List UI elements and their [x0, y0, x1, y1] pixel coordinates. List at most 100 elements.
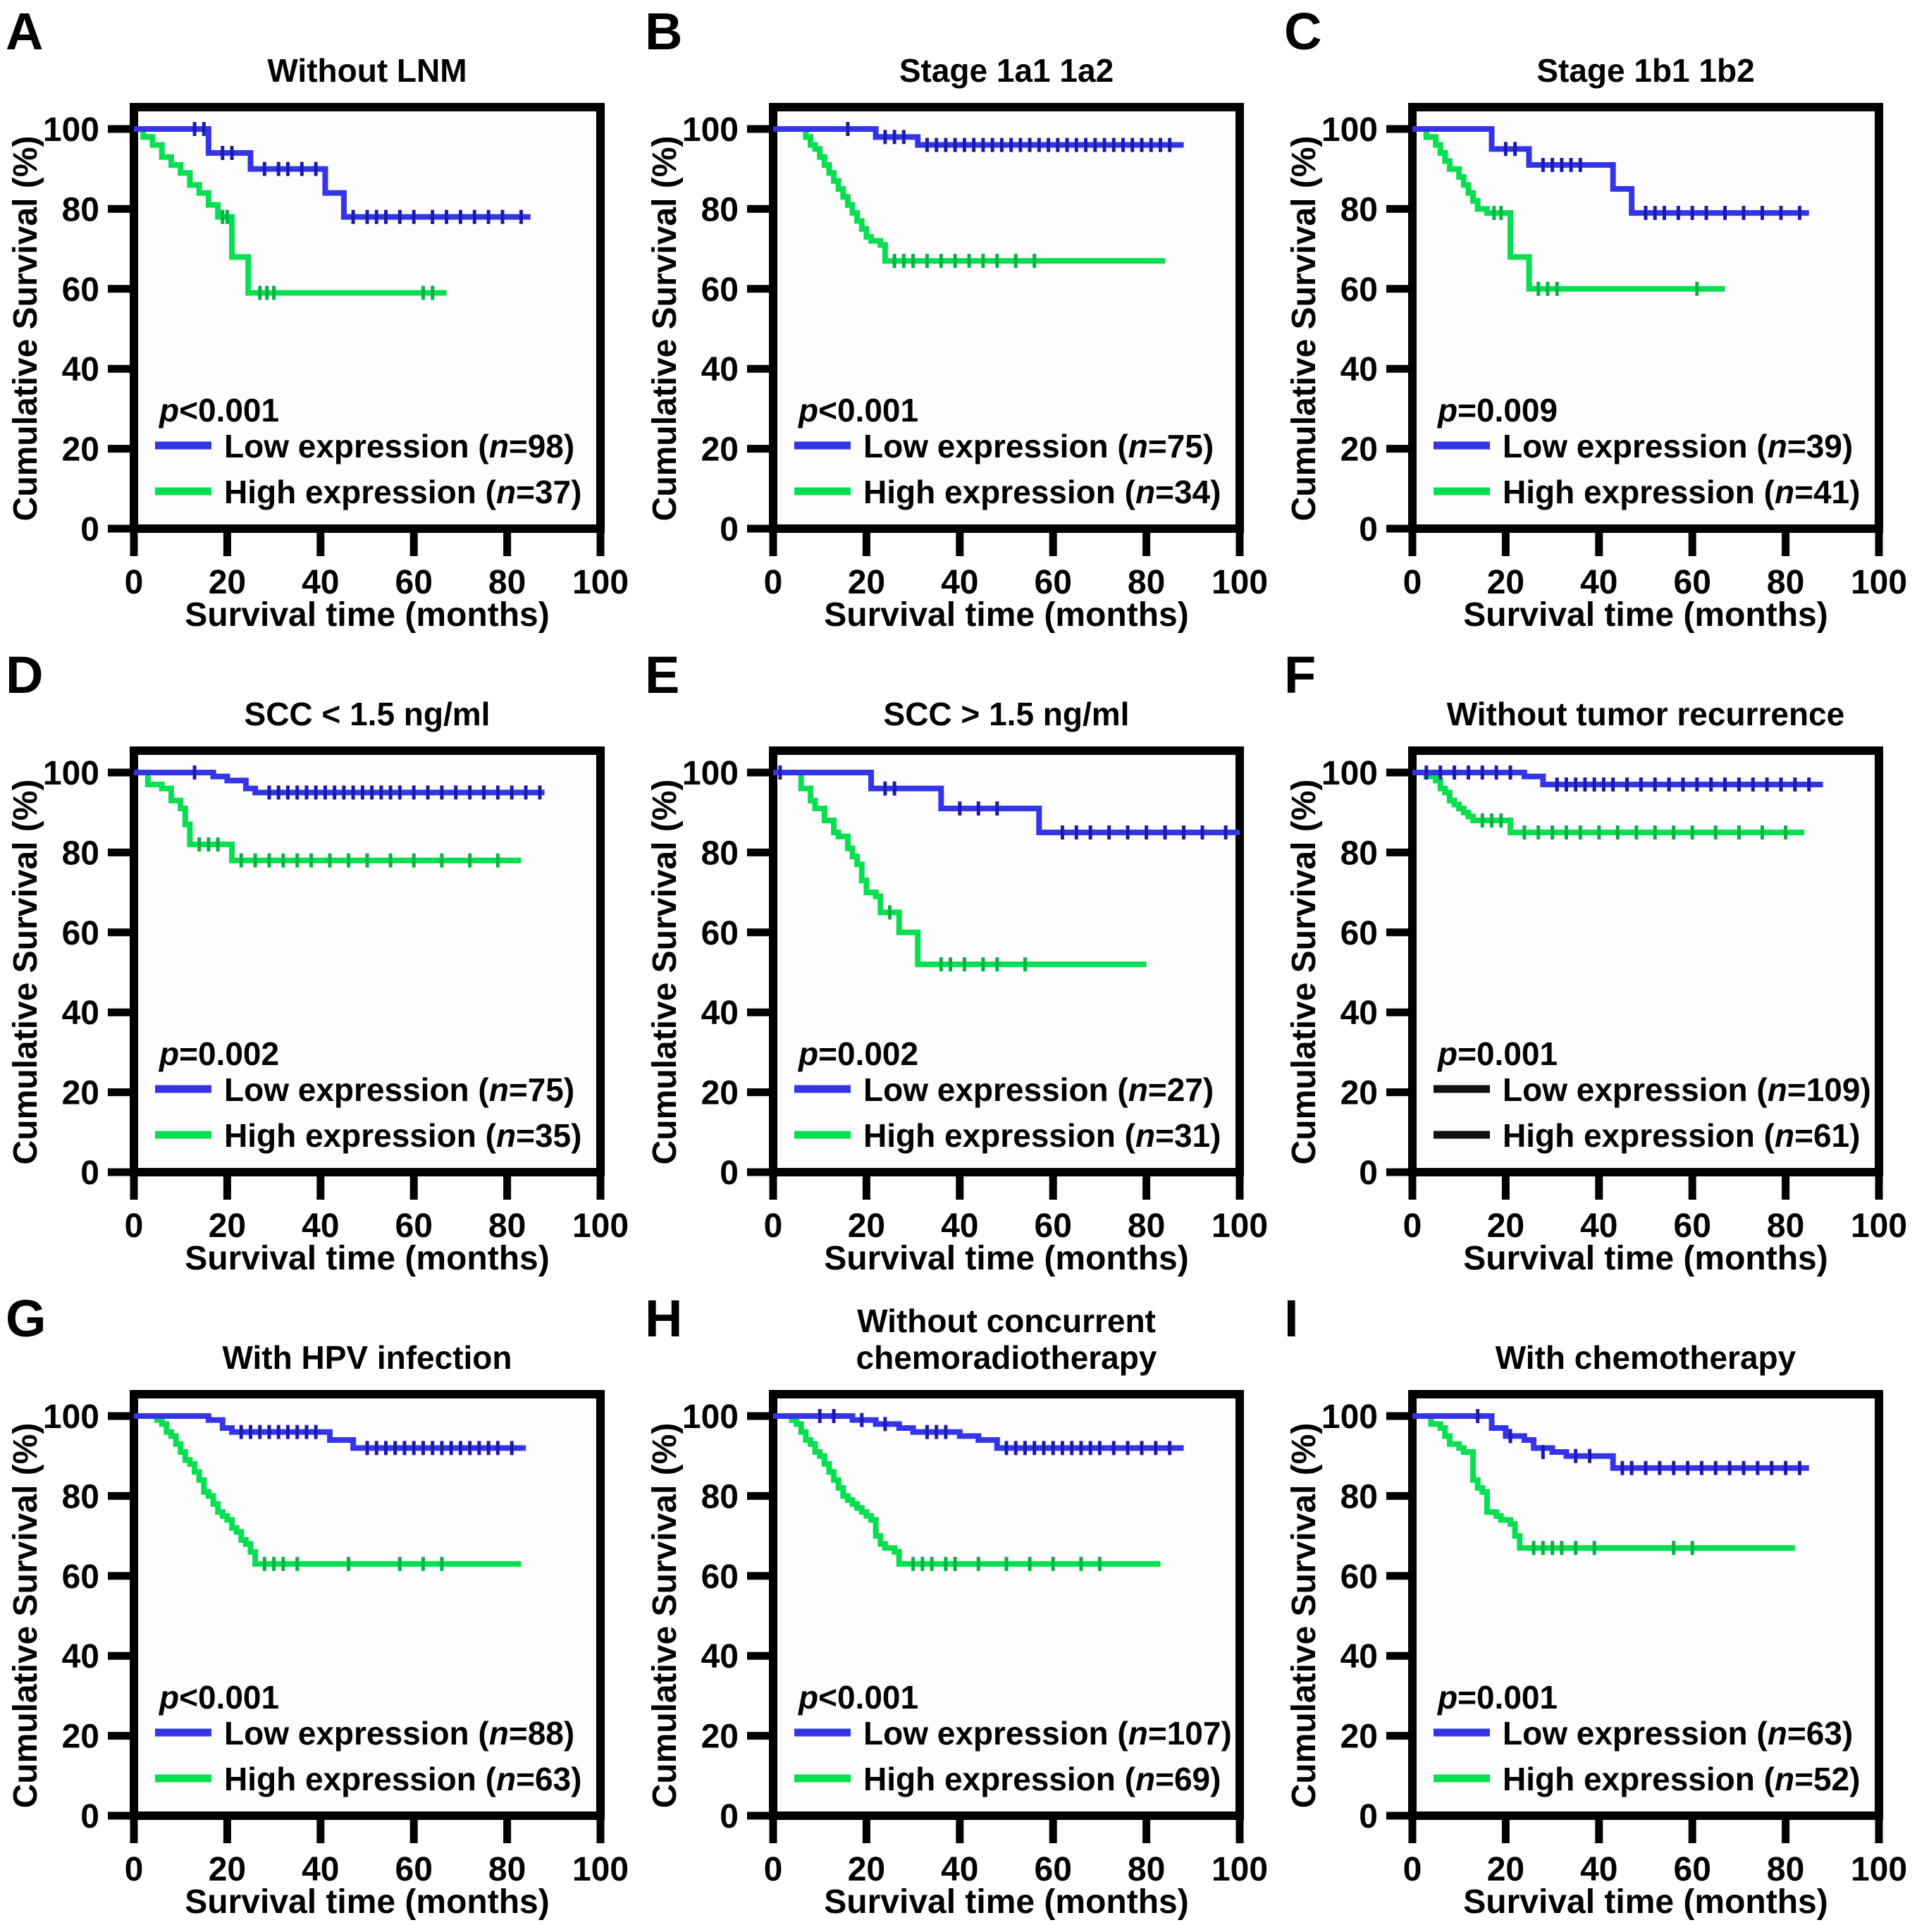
- y-tick-label: 40: [701, 995, 739, 1032]
- high-expression-curve: [773, 770, 1147, 968]
- x-tick-label: 20: [1487, 1851, 1524, 1888]
- panel-title: Without LNM: [267, 52, 467, 89]
- y-tick-label: 100: [1321, 111, 1378, 149]
- legend-label: High expression (n=35): [224, 1117, 581, 1154]
- x-axis: 0 20 40 60 80 100: [125, 1172, 629, 1245]
- p-value-label: p=0.009: [1436, 392, 1558, 429]
- x-axis-label: Survival time (months): [824, 1883, 1188, 1921]
- panel-h-chart: 0 20 40 60 80 100 0 20 40 60 80 100 Survival time (m…: [645, 1289, 1268, 1921]
- legend-label: Low expression (n=107): [863, 1715, 1232, 1752]
- panel-b-chart: 0 20 40 60 80 100 0 20 40 60 80 100 Survival time (m…: [645, 2, 1268, 634]
- legend: Low expression (n=88) High expression (n=…: [155, 1715, 581, 1797]
- y-tick-label: 60: [1340, 915, 1378, 952]
- x-tick-label: 100: [1851, 1851, 1907, 1888]
- x-axis: 0 20 40 60 80 100: [1403, 1172, 1907, 1245]
- x-tick-label: 80: [488, 1851, 526, 1888]
- low-expression-curve: [773, 1413, 1184, 1451]
- x-tick-label: 20: [848, 1851, 885, 1888]
- high-expression-curve: [773, 1413, 1161, 1567]
- y-axis-label: Cumulative Survival (%): [1286, 136, 1323, 522]
- y-tick-label: 100: [43, 1398, 99, 1436]
- x-tick-label: 100: [572, 564, 629, 601]
- panel-a-chart: 0 20 40 60 80 100 0 20 40 60 80 100 Survival time (m…: [6, 2, 629, 634]
- legend: Low expression (n=98) High expression (n=…: [155, 428, 581, 510]
- x-axis: 0 20 40 60 80 100: [764, 529, 1268, 601]
- y-tick-label: 60: [701, 271, 739, 309]
- plot-frame: [130, 103, 605, 533]
- y-tick-label: 80: [1340, 1478, 1378, 1515]
- x-tick-label: 80: [1767, 1851, 1804, 1888]
- y-axis-label: Cumulative Survival (%): [7, 136, 44, 522]
- panel-title: chemoradiotherapy: [856, 1339, 1157, 1376]
- y-tick-label: 20: [1340, 1718, 1378, 1756]
- legend-label: High expression (n=52): [1503, 1761, 1860, 1797]
- x-tick-label: 100: [1212, 1851, 1268, 1888]
- x-tick-label: 100: [1212, 1207, 1268, 1245]
- y-tick-label: 80: [1340, 835, 1378, 872]
- p-value-label: p=0.002: [797, 1035, 918, 1072]
- legend-label: High expression (n=69): [863, 1761, 1221, 1797]
- p-value-label: p<0.001: [797, 1679, 918, 1716]
- y-tick-label: 40: [1340, 1638, 1378, 1675]
- y-axis-label: Cumulative Survival (%): [1286, 780, 1323, 1165]
- legend-label: Low expression (n=27): [863, 1071, 1214, 1108]
- x-tick-label: 40: [302, 564, 339, 601]
- x-axis-label: Survival time (months): [824, 1240, 1188, 1277]
- x-tick-label: 40: [302, 1207, 339, 1245]
- x-tick-label: 60: [1674, 1851, 1711, 1888]
- legend-item-low: Low expression (n=75): [794, 428, 1214, 464]
- plot-frame: [769, 1390, 1244, 1820]
- legend: Low expression (n=27) High expression (n=…: [794, 1071, 1221, 1154]
- y-tick-label: 40: [1340, 995, 1378, 1032]
- panel-g-chart: 0 20 40 60 80 100 0 20 40 60 80 100 Survival time (m…: [6, 1289, 629, 1921]
- x-axis: 0 20 40 60 80 100: [1403, 529, 1907, 601]
- legend-label: Low expression (n=39): [1503, 428, 1853, 464]
- x-tick-label: 40: [941, 1851, 978, 1888]
- y-tick-label: 80: [62, 1478, 99, 1515]
- high-expression-curve: [1412, 1413, 1795, 1551]
- x-tick-label: 60: [1674, 1207, 1711, 1245]
- panel-g: 0 20 40 60 80 100 0 20 40 60 80 100 Survival time (m…: [0, 1287, 639, 1931]
- y-tick-label: 80: [701, 1478, 739, 1515]
- panel-letter: B: [645, 2, 682, 61]
- panel-letter: A: [6, 2, 43, 61]
- x-tick-label: 80: [1128, 1851, 1165, 1888]
- low-expression-curve: [773, 126, 1184, 148]
- legend: Low expression (n=75) High expression (n=…: [155, 1071, 581, 1154]
- censor-ticks-low: [239, 1425, 514, 1456]
- x-tick-label: 60: [1674, 564, 1711, 601]
- y-tick-label: 20: [701, 431, 739, 469]
- panel-letter: E: [645, 646, 679, 704]
- y-axis-label: Cumulative Survival (%): [646, 1423, 684, 1809]
- x-tick-label: 60: [1035, 564, 1072, 601]
- panel-i: 0 20 40 60 80 100 0 20 40 60 80 100 Survival time (m…: [1278, 1287, 1917, 1931]
- high-expression-curve: [773, 126, 1166, 264]
- legend-label: Low expression (n=98): [224, 428, 574, 464]
- plot-frame: [769, 746, 1244, 1176]
- x-tick-label: 40: [1580, 564, 1617, 601]
- legend: Low expression (n=107) High expression (n…: [794, 1715, 1232, 1797]
- x-tick-label: 100: [1851, 1207, 1907, 1245]
- panel-f: 0 20 40 60 80 100 0 20 40 60 80 100 Survival time (m…: [1278, 644, 1917, 1287]
- legend-label: High expression (n=41): [1503, 474, 1860, 510]
- x-axis-label: Survival time (months): [185, 1883, 549, 1921]
- x-tick-label: 80: [488, 564, 526, 601]
- x-tick-label: 0: [125, 1207, 144, 1245]
- x-axis-label: Survival time (months): [1463, 596, 1827, 634]
- panel-title: With HPV infection: [222, 1339, 512, 1376]
- x-axis: 0 20 40 60 80 100: [764, 1816, 1268, 1888]
- y-axis: 0 20 40 60 80 100: [1321, 111, 1412, 548]
- y-tick-label: 20: [1340, 431, 1378, 469]
- y-tick-label: 20: [701, 1718, 739, 1756]
- y-tick-label: 100: [682, 111, 739, 149]
- censor-ticks-high: [911, 1556, 1102, 1571]
- high-expression-curve: [134, 770, 522, 863]
- y-tick-label: 80: [62, 835, 99, 872]
- y-axis: 0 20 40 60 80 100: [682, 755, 773, 1192]
- legend-label: High expression (n=63): [224, 1761, 581, 1797]
- y-tick-label: 100: [43, 755, 99, 792]
- legend-label: Low expression (n=75): [224, 1071, 574, 1108]
- low-expression-curve: [1412, 770, 1823, 788]
- legend-item-high: High expression (n=41): [1434, 474, 1860, 510]
- censor-ticks-low: [818, 1409, 1172, 1456]
